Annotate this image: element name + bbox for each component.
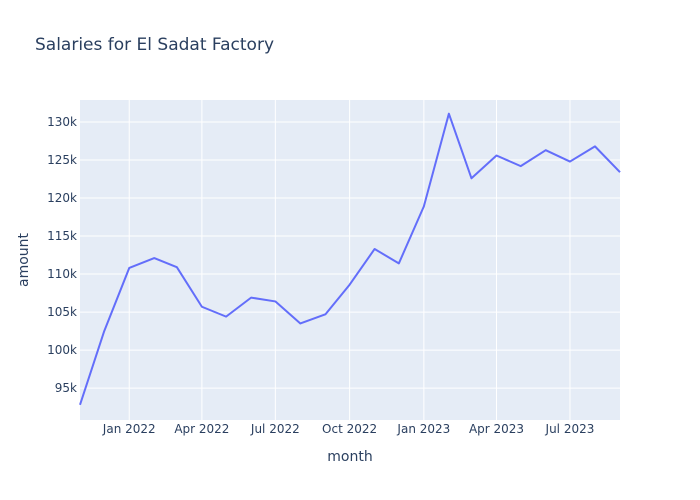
x-tick-label: Jan 2023 [396, 422, 450, 436]
x-tick-label: Apr 2023 [469, 422, 524, 436]
y-tick-label: 105k [47, 305, 77, 319]
x-tick-label: Oct 2022 [322, 422, 377, 436]
y-tick-labels: 95k 100k 105k 110k 115k 120k 125k 130k [47, 115, 77, 395]
x-tick-label: Apr 2022 [174, 422, 229, 436]
y-axis-title: amount [16, 232, 32, 287]
y-tick-label: 120k [47, 191, 77, 205]
series-amount [79, 112, 621, 406]
x-axis-title: month [327, 449, 372, 465]
x-gridlines [128, 100, 571, 420]
y-tick-label: 115k [47, 229, 77, 243]
x-tick-labels: Jan 2022 Apr 2022 Jul 2022 Oct 2022 Jan 2023… [102, 422, 595, 436]
y-tick-label: 110k [47, 267, 77, 281]
y-tick-label: 125k [47, 153, 77, 167]
chart-title: Salaries for El Sadat Factory [35, 35, 274, 55]
x-tick-label: Jul 2023 [545, 422, 595, 436]
y-tick-label: 100k [47, 343, 77, 357]
series-line [79, 112, 621, 406]
y-tick-label: 95k [55, 381, 77, 395]
y-tick-label: 130k [47, 115, 77, 129]
x-tick-label: Jan 2022 [102, 422, 156, 436]
x-tick-label: Jul 2022 [250, 422, 300, 436]
